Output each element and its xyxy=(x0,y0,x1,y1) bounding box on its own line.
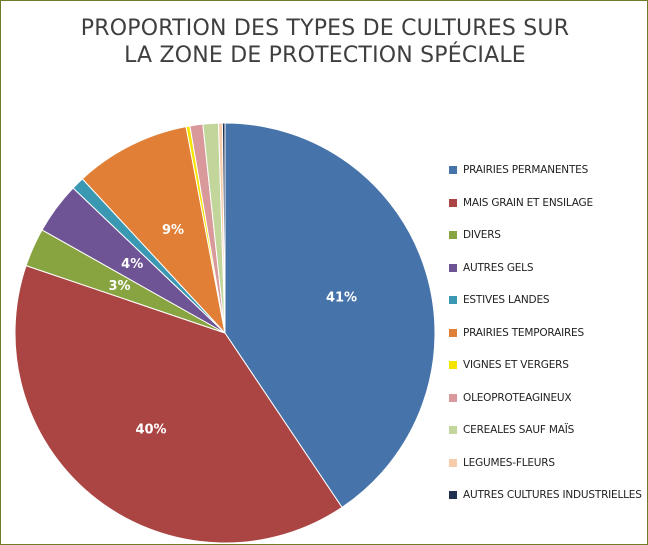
slice-data-label: 41% xyxy=(326,291,357,306)
chart-title-line-1: PROPORTION DES TYPES DE CULTURES SUR xyxy=(80,16,570,41)
legend-item: AUTRES CULTURES INDUSTRIELLES xyxy=(449,479,645,512)
legend-swatch xyxy=(449,198,457,207)
legend-item: OLEOPROTEAGINEUX xyxy=(449,382,645,415)
legend-label: CEREALES SAUF MAÏS xyxy=(463,424,575,437)
legend-label: LEGUMES-FLEURS xyxy=(463,456,555,469)
legend-swatch xyxy=(449,426,457,435)
legend-item: VIGNES ET VERGERS xyxy=(449,349,645,382)
legend-item: AUTRES GELS xyxy=(449,252,645,285)
slice-data-label: 3% xyxy=(108,279,130,294)
legend-swatch xyxy=(449,263,457,272)
legend-item: CEREALES SAUF MAÏS xyxy=(449,414,645,447)
legend-label: ESTIVES LANDES xyxy=(463,294,550,307)
slice-data-label: 9% xyxy=(162,223,184,238)
slice-data-label: 40% xyxy=(135,423,166,438)
legend-label: DIVERS xyxy=(463,229,501,242)
legend-swatch xyxy=(449,393,457,402)
pie-slice xyxy=(14,264,343,544)
legend-label: AUTRES GELS xyxy=(463,261,534,274)
legend-swatch xyxy=(449,491,457,500)
legend-swatch xyxy=(449,296,457,305)
legend-label: PRAIRIES TEMPORAIRES xyxy=(463,326,584,339)
legend-label: MAIS GRAIN ET ENSILAGE xyxy=(463,196,593,209)
chart-title: PROPORTION DES TYPES DE CULTURES SUR LA … xyxy=(1,15,647,69)
pie-slice xyxy=(221,122,226,334)
legend-item: ESTIVES LANDES xyxy=(449,284,645,317)
legend-swatch xyxy=(449,231,457,240)
pie-slice xyxy=(81,126,226,335)
slice-data-label: 4% xyxy=(121,257,143,272)
legend-swatch xyxy=(449,166,457,175)
chart-title-line-2: LA ZONE DE PROTECTION SPÉCIALE xyxy=(124,43,526,68)
legend-item: DIVERS xyxy=(449,219,645,252)
legend-swatch xyxy=(449,328,457,337)
legend-item: PRAIRIES TEMPORAIRES xyxy=(449,317,645,350)
legend-swatch xyxy=(449,361,457,370)
chart-legend: PRAIRIES PERMANENTES MAIS GRAIN ET ENSILA… xyxy=(449,154,645,512)
legend-item: MAIS GRAIN ET ENSILAGE xyxy=(449,187,645,220)
legend-swatch xyxy=(449,458,457,467)
legend-label: OLEOPROTEAGINEUX xyxy=(463,391,572,404)
legend-label: AUTRES CULTURES INDUSTRIELLES xyxy=(463,489,642,502)
legend-label: VIGNES ET VERGERS xyxy=(463,359,569,372)
legend-label: PRAIRIES PERMANENTES xyxy=(463,164,589,177)
pie-slice xyxy=(224,122,436,509)
legend-item: LEGUMES-FLEURS xyxy=(449,447,645,480)
legend-item: PRAIRIES PERMANENTES xyxy=(449,154,645,187)
